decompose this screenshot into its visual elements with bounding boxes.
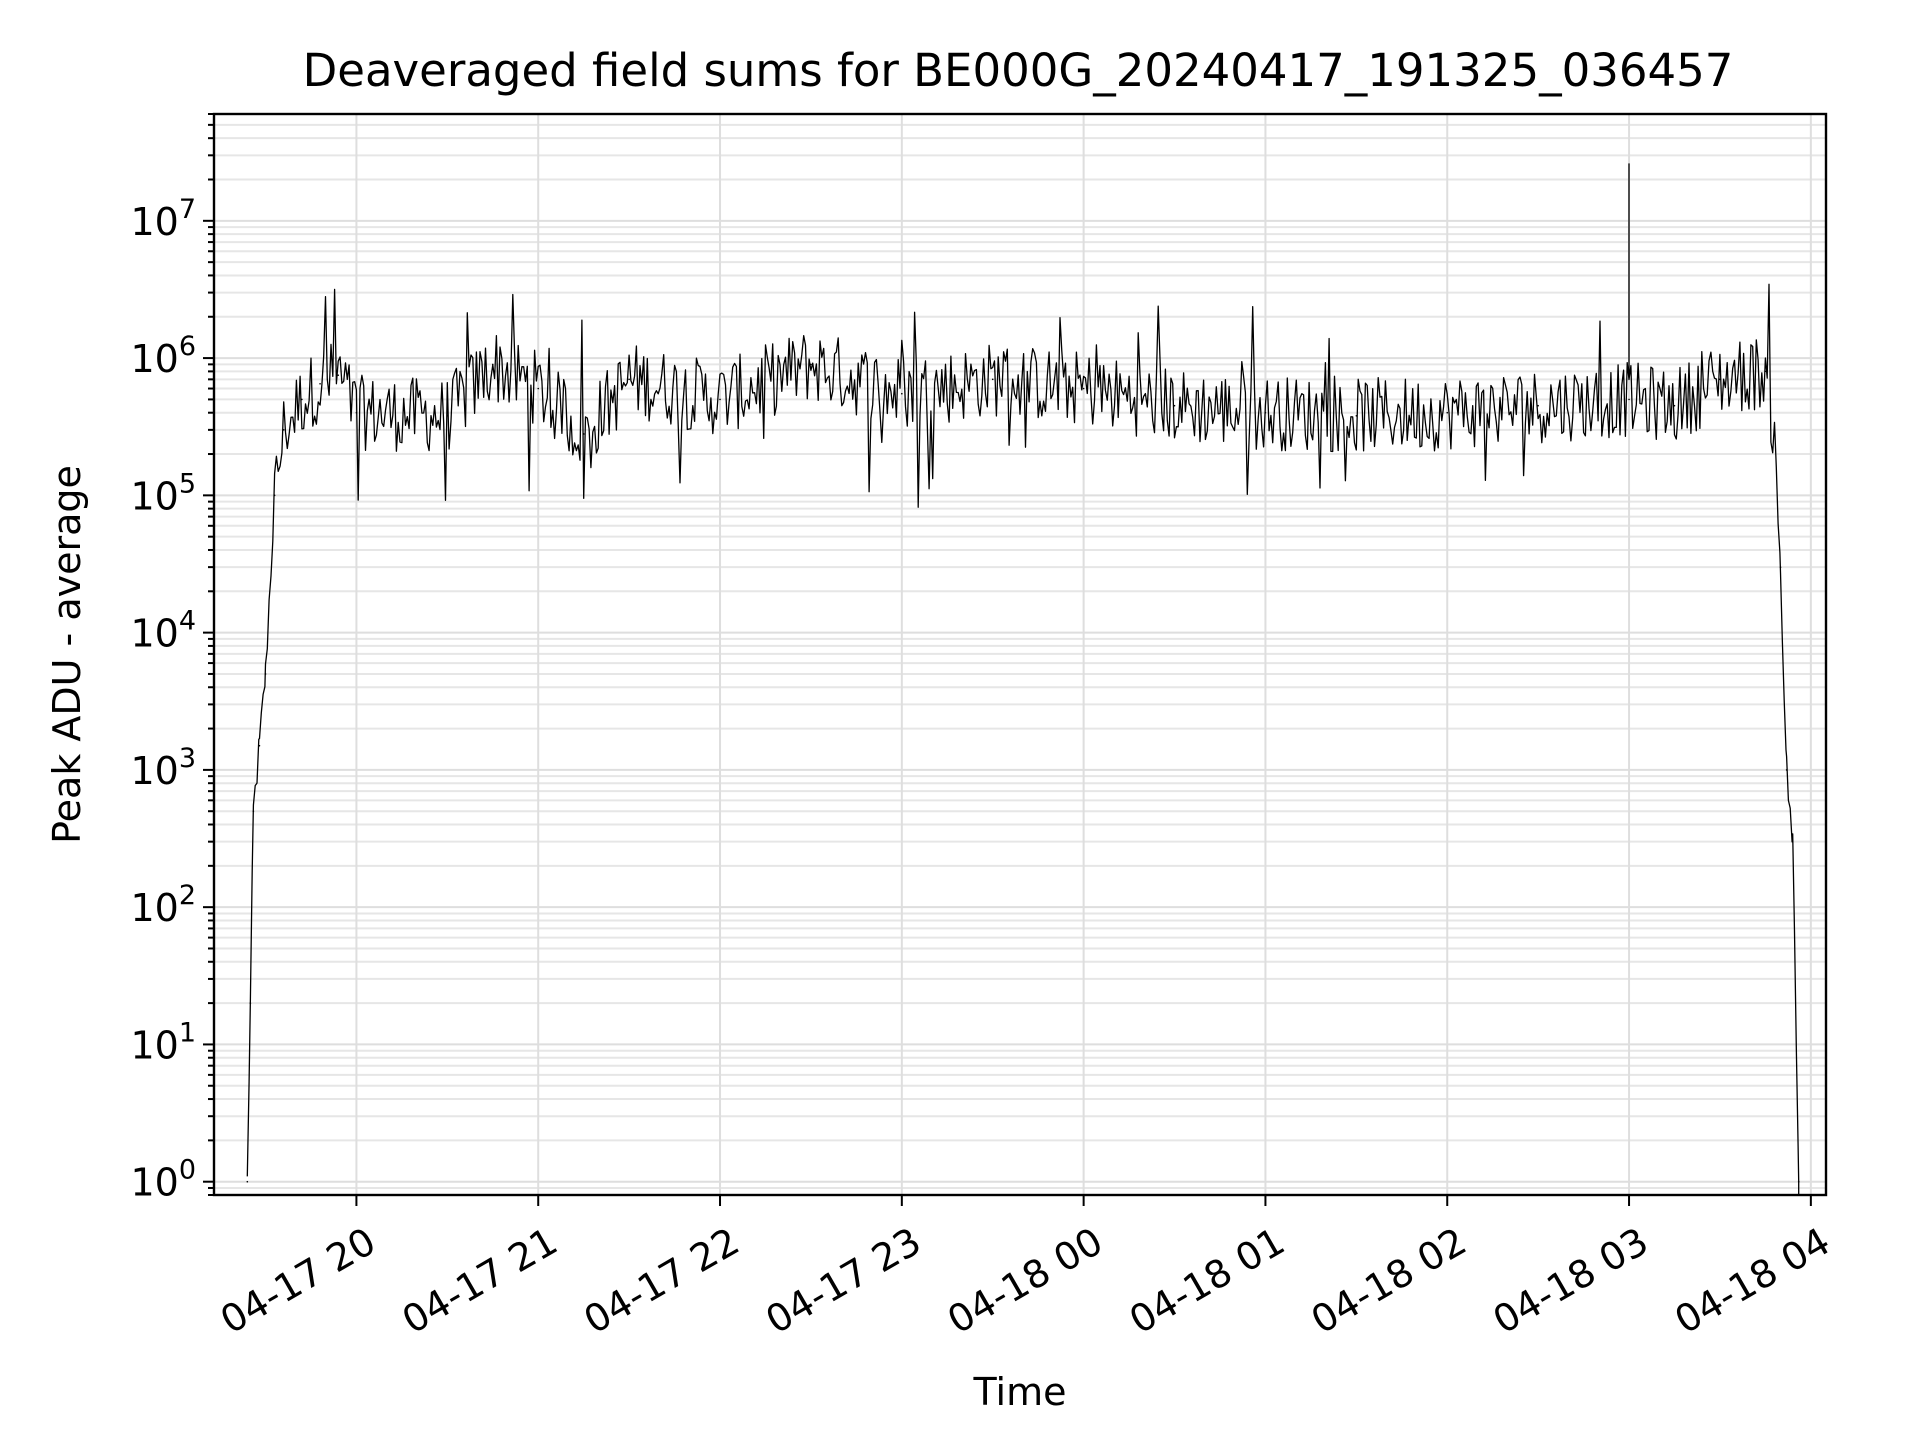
data-point xyxy=(301,398,303,401)
y-tick-label: 105 xyxy=(130,468,196,518)
data-point xyxy=(901,392,903,395)
data-point xyxy=(1082,387,1085,390)
data-point xyxy=(446,414,449,417)
data-point xyxy=(1173,404,1176,407)
data-point xyxy=(1773,429,1776,431)
y-tick-label: 103 xyxy=(130,743,196,793)
data-point xyxy=(252,810,255,813)
data-point xyxy=(1537,404,1539,407)
data-point xyxy=(991,378,994,381)
y-tick-label: 100 xyxy=(130,1155,196,1205)
data-point xyxy=(1764,370,1767,373)
data-point xyxy=(810,363,812,366)
data-point xyxy=(582,433,585,435)
series-layer xyxy=(246,163,1800,1195)
data-point xyxy=(258,744,261,747)
data-point xyxy=(249,1002,252,1004)
data-point xyxy=(1264,411,1267,414)
data-point xyxy=(491,363,494,366)
data-point xyxy=(1628,398,1630,401)
data-point xyxy=(1785,769,1788,771)
data-point xyxy=(337,374,340,377)
data-point xyxy=(246,1180,249,1183)
data-point xyxy=(719,398,721,401)
data-point xyxy=(1719,378,1721,381)
y-axis-label: Peak ADU - average xyxy=(45,465,89,844)
data-point xyxy=(1791,840,1794,843)
data-point xyxy=(537,387,540,390)
data-point xyxy=(1779,566,1782,568)
data-point xyxy=(1446,411,1449,414)
y-tick-label: 102 xyxy=(130,880,196,930)
data-point xyxy=(628,378,630,381)
chart-title: Deaveraged field sums for BE000G_2024041… xyxy=(303,44,1734,97)
data-point xyxy=(1673,404,1676,407)
y-tick-label: 106 xyxy=(130,331,196,381)
series-line xyxy=(246,163,1800,1195)
data-point xyxy=(264,673,267,675)
y-tick-label: 101 xyxy=(130,1017,196,1067)
data-point xyxy=(1797,1180,1800,1183)
data-point xyxy=(273,494,276,497)
y-tick-label: 107 xyxy=(130,194,196,244)
grid xyxy=(214,113,1826,1196)
data-point xyxy=(355,411,358,414)
y-tick-label: 104 xyxy=(130,606,196,656)
data-point xyxy=(319,382,321,385)
data-point xyxy=(1355,414,1358,417)
x-axis-label: Time xyxy=(973,1370,1067,1414)
data-point xyxy=(282,429,285,431)
